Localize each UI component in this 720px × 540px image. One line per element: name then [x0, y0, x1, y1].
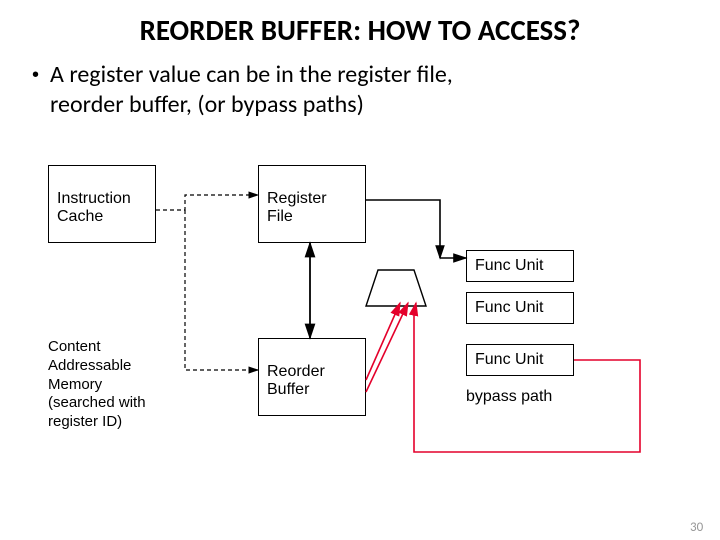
box-func-unit-2-label: Func Unit: [475, 299, 543, 317]
label-bypass-path: bypass path: [466, 388, 552, 406]
bullet-dot: •: [32, 64, 39, 87]
box-func-unit-2: Func Unit: [466, 292, 574, 324]
box-reorder-buffer: Reorder Buffer: [258, 338, 366, 416]
bullet-line-2: reorder buffer, (or bypass paths): [50, 90, 364, 119]
page-title: REORDER BUFFER: HOW TO ACCESS?: [0, 12, 720, 48]
box-func-unit-3-label: Func Unit: [475, 351, 543, 369]
box-instruction-cache: Instruction Cache: [48, 165, 156, 243]
box-register-file-label: Register File: [267, 190, 327, 225]
box-register-file: Register File: [258, 165, 366, 243]
bullet-line-1: A register value can be in the register …: [50, 60, 453, 89]
box-reorder-buffer-label: Reorder Buffer: [267, 363, 325, 398]
page-number: 30: [690, 520, 703, 535]
box-func-unit-1-label: Func Unit: [475, 257, 543, 275]
box-func-unit-3: Func Unit: [466, 344, 574, 376]
label-cam: Content Addressable Memory (searched wit…: [48, 338, 146, 432]
box-instruction-cache-label: Instruction Cache: [57, 190, 131, 225]
box-func-unit-1: Func Unit: [466, 250, 574, 282]
